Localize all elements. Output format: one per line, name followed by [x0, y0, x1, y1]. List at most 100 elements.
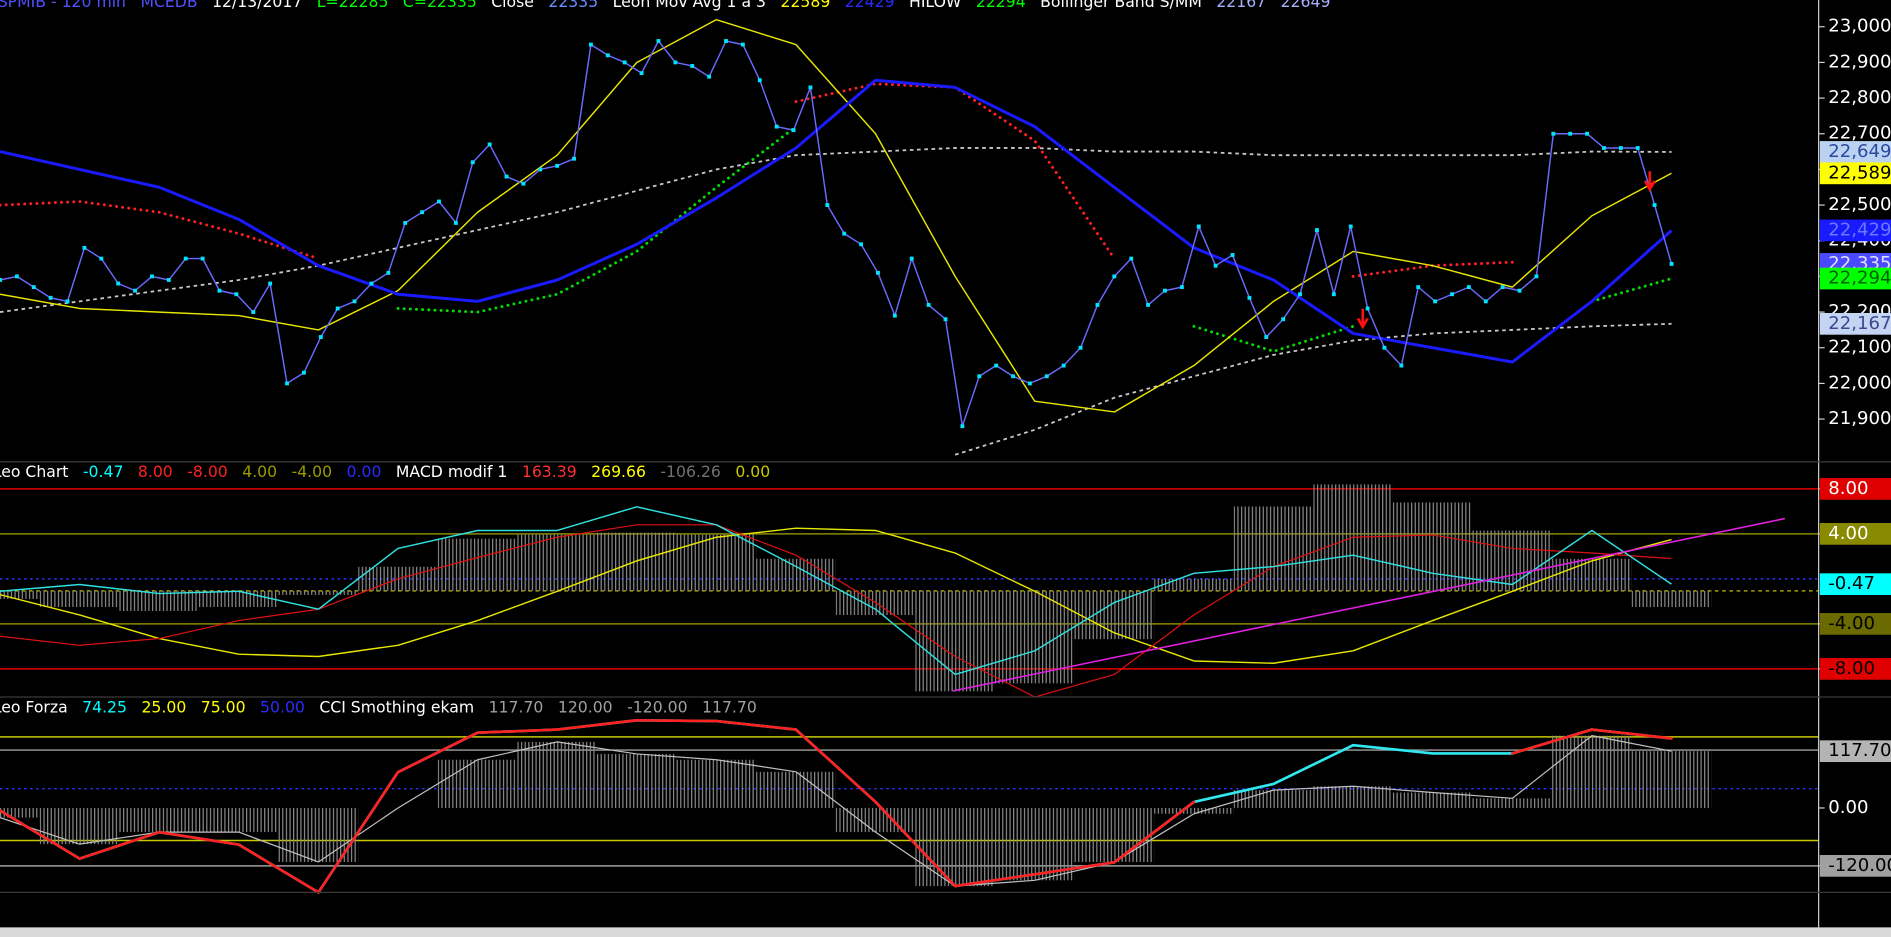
histogram-bar: [119, 807, 199, 833]
legend-text: 22589: [780, 0, 830, 11]
legend-text: 8.00: [138, 462, 173, 481]
price-point: [251, 310, 256, 315]
price-point: [1078, 345, 1083, 350]
y-tick-box: [1819, 523, 1891, 545]
legend-text: 22167: [1216, 0, 1266, 11]
alert-segment: [396, 731, 479, 774]
price-point: [1011, 374, 1015, 379]
price-point: [757, 78, 762, 83]
y-tick-label: 22,900: [1828, 51, 1891, 72]
price-point: [1112, 274, 1117, 279]
y-tick-box: [1819, 478, 1891, 500]
price-point: [1179, 285, 1184, 290]
histogram-bar: [517, 534, 597, 591]
price-point: [1146, 303, 1151, 307]
legend-text: Leo Forza: [0, 697, 68, 716]
legend-text: C=22335: [403, 0, 477, 11]
legend-text: -8.00: [187, 462, 228, 481]
price-point: [200, 256, 205, 261]
histogram-bar: [756, 771, 836, 808]
histogram-bar: [0, 590, 40, 599]
y-tick-label: 22,000: [1828, 372, 1891, 393]
y-tick-label: 21,900: [1828, 408, 1891, 429]
price-point: [1466, 285, 1471, 290]
price-point: [1230, 253, 1235, 257]
last-value-label: 22,429: [1828, 219, 1891, 240]
histogram-bar: [1392, 792, 1473, 808]
price-point: [234, 292, 239, 297]
legend-text: 22649: [1281, 0, 1331, 11]
last-value-box: [1819, 267, 1891, 290]
legend-text: -0.47: [83, 462, 124, 481]
indicator-line: [0, 18, 1672, 413]
indicator-line: [0, 735, 1672, 887]
price-point: [386, 270, 391, 275]
last-value-label: 22,294: [1828, 268, 1891, 289]
price-point: [217, 288, 222, 293]
histogram-bar: [1233, 506, 1314, 591]
y-tick-label: 22,800: [1828, 87, 1891, 108]
alert-segment: [78, 830, 161, 860]
y-tick-label: 0.00: [1828, 797, 1868, 818]
price-point: [977, 374, 982, 379]
price-point: [335, 306, 340, 311]
legend-text: 117.70: [702, 697, 757, 716]
histogram-bar: [756, 558, 836, 591]
price-point: [166, 278, 171, 282]
price-point: [1585, 131, 1590, 136]
price-point: [1416, 285, 1421, 290]
last-value-box: [1819, 740, 1891, 763]
price-point: [555, 163, 560, 168]
alert-segment: [317, 770, 400, 894]
price-point: [1247, 295, 1252, 300]
trendline: [952, 517, 1786, 692]
y-tick-label: 23,000: [1828, 16, 1891, 37]
price-point: [605, 53, 610, 58]
indicator-line: [0, 506, 1672, 676]
price-point: [1129, 256, 1134, 261]
price-point: [318, 335, 323, 339]
price-point: [943, 317, 948, 322]
price-point: [639, 71, 644, 76]
histogram-bar: [119, 590, 199, 611]
histogram-bar: [437, 759, 518, 808]
histogram-bar: [1472, 798, 1553, 808]
price-point: [369, 281, 374, 286]
price-point: [301, 370, 306, 375]
price-point: [1534, 274, 1539, 279]
histogram-bar: [1313, 786, 1393, 808]
legend-text: 4.00: [242, 462, 277, 481]
signal-arrow: [1643, 171, 1656, 193]
y-tick-box: [1819, 613, 1891, 635]
price-point: [99, 256, 104, 261]
histogram-bar: [1631, 590, 1712, 607]
price-point: [1061, 363, 1066, 368]
histogram-bar: [994, 807, 1075, 881]
legend-text: Leon Mov Avg 1 a 3: [613, 0, 766, 11]
histogram-bar: [1074, 590, 1155, 640]
price-point: [1281, 317, 1286, 322]
price-point: [1517, 288, 1522, 293]
price-point: [268, 281, 273, 286]
legend-text: 0.00: [347, 462, 382, 481]
last-value-box: [1819, 219, 1891, 242]
indicator-line: [0, 200, 320, 260]
last-value-box: [1819, 573, 1891, 596]
last-value-label: 22,167: [1828, 313, 1891, 334]
price-point: [960, 424, 965, 429]
y-tick-label: 22,100: [1828, 337, 1891, 358]
y-tick-box: [1819, 658, 1891, 680]
histogram-bar: [676, 759, 757, 808]
price-point: [1095, 303, 1100, 307]
alert-segment: [1590, 728, 1673, 740]
price-point: [150, 274, 154, 279]
price-point: [31, 285, 36, 290]
price-point: [285, 381, 289, 386]
histogram-bar: [1154, 578, 1234, 591]
histogram-bar: [596, 532, 677, 591]
legend-text: 0.00: [735, 462, 770, 481]
marks-layer: [0, 18, 1712, 894]
price-point: [1450, 292, 1454, 297]
